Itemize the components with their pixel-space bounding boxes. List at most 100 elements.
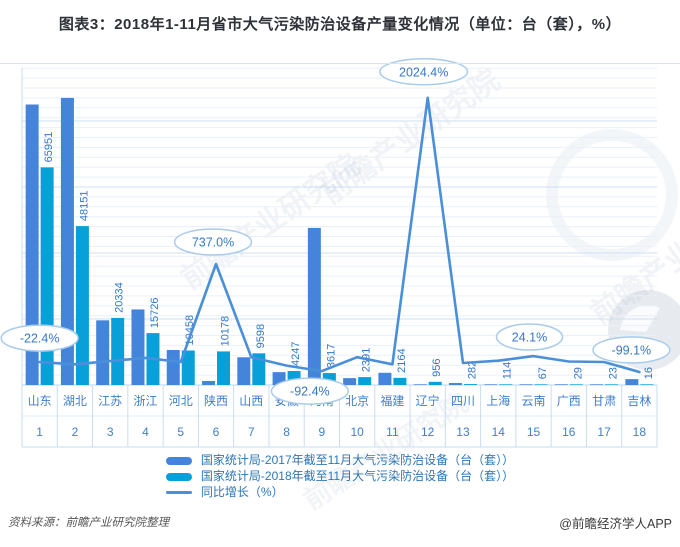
x-axis-cell-label: 广西 bbox=[557, 394, 581, 408]
x-axis-index-label: 17 bbox=[597, 425, 611, 439]
bar-2018 bbox=[217, 351, 231, 385]
x-axis-index-label: 6 bbox=[213, 425, 220, 439]
x-axis-cell-label: 江苏 bbox=[98, 394, 122, 408]
bar-value-label: 282 bbox=[466, 361, 478, 379]
bar-value-label: 20334 bbox=[114, 282, 126, 313]
chart-legend: 国家统计局-2017年截至11月大气污染防治设备（台（套）） 国家统计局-2018… bbox=[0, 454, 680, 499]
annotation-bubble bbox=[379, 58, 469, 86]
x-axis-cell-label: 浙江 bbox=[133, 394, 157, 408]
annotation-bubble bbox=[173, 228, 253, 256]
x-axis-index-label: 2 bbox=[72, 425, 79, 439]
x-axis-index-label: 10 bbox=[350, 425, 364, 439]
x-axis-cell-label: 吉林 bbox=[627, 394, 651, 408]
bar-2017 bbox=[237, 357, 251, 385]
x-axis-cell-label: 福建 bbox=[380, 393, 404, 408]
bar-2017 bbox=[413, 384, 427, 385]
bar-value-label: 15726 bbox=[149, 298, 161, 329]
bar-2017 bbox=[484, 384, 498, 385]
bar-2017 bbox=[60, 97, 74, 386]
bar-2017 bbox=[202, 380, 216, 385]
bar-2018 bbox=[252, 353, 266, 385]
title-divider bbox=[0, 63, 680, 64]
x-axis-cell-label: 云南 bbox=[522, 393, 546, 408]
legend-swatch-line bbox=[165, 491, 192, 494]
bar-2017 bbox=[625, 379, 639, 385]
legend-item: 国家统计局-2018年截至11月大气污染防治设备（台（套）） bbox=[165, 470, 514, 483]
bar-2017 bbox=[166, 350, 180, 385]
bar-value-label: 956 bbox=[431, 358, 443, 376]
x-axis-cell-label: 上海 bbox=[486, 393, 510, 408]
x-axis-index-label: 13 bbox=[456, 425, 470, 439]
bar-2017 bbox=[307, 227, 321, 385]
x-axis-cell-label: 四川 bbox=[451, 394, 475, 408]
bar-2017 bbox=[25, 104, 39, 385]
x-axis-index-label: 9 bbox=[319, 425, 326, 439]
bar-2018 bbox=[463, 384, 477, 385]
bar-2017 bbox=[96, 320, 110, 385]
legend-label: 国家统计局-2017年截至11月大气污染防治设备（台（套）） bbox=[200, 453, 515, 467]
bar-2018 bbox=[322, 373, 336, 385]
x-axis-index-label: 16 bbox=[562, 425, 576, 439]
x-axis-index-label: 12 bbox=[421, 425, 435, 439]
credit-handle: @前瞻经济学人APP bbox=[559, 517, 672, 531]
x-axis-cell-label: 北京 bbox=[345, 394, 369, 408]
bar-value-label: 114 bbox=[502, 362, 514, 380]
annotation-bubble bbox=[592, 336, 671, 364]
source-note: 资料来源：前瞻产业研究院整理 bbox=[8, 517, 169, 529]
annotation-text: 24.1% bbox=[512, 331, 547, 345]
annotation-text: -22.4% bbox=[20, 332, 60, 346]
bar-value-label: 23 bbox=[608, 367, 620, 379]
bar-value-label: 67 bbox=[537, 367, 549, 379]
x-axis-cell-label: 山西 bbox=[239, 394, 263, 408]
bar-2018 bbox=[569, 384, 583, 385]
bar-value-label: 65951 bbox=[43, 132, 55, 163]
x-axis-cell-label: 湖北 bbox=[63, 393, 87, 408]
x-axis-index-label: 5 bbox=[177, 425, 184, 439]
annotation-bubble bbox=[495, 323, 564, 351]
legend-label: 同比增长（%） bbox=[200, 485, 284, 499]
bar-2018 bbox=[605, 384, 619, 385]
bar-2017 bbox=[131, 309, 145, 385]
bar-2017 bbox=[343, 378, 357, 385]
legend-swatch-bar bbox=[165, 472, 192, 481]
bar-value-label: 48151 bbox=[78, 191, 90, 222]
bar-value-label: 2164 bbox=[396, 348, 408, 372]
legend-items: 国家统计局-2017年截至11月大气污染防治设备（台（套）） 国家统计局-2018… bbox=[165, 453, 515, 499]
legend-item: 同比增长（%） bbox=[165, 485, 514, 499]
bar-2018 bbox=[534, 384, 548, 385]
bar-2017 bbox=[378, 372, 392, 385]
annotation-bubble bbox=[270, 377, 350, 405]
bar-value-label: 29 bbox=[572, 367, 584, 379]
legend-item: 国家统计局-2017年截至11月大气污染防治设备（台（套）） bbox=[165, 453, 515, 467]
bar-2018 bbox=[181, 350, 195, 385]
bar-2018 bbox=[111, 317, 125, 385]
bar-2017 bbox=[448, 383, 462, 385]
x-axis-index-label: 4 bbox=[142, 425, 149, 439]
bar-2018 bbox=[499, 384, 513, 385]
bar-value-label: 10458 bbox=[184, 315, 196, 346]
x-axis-index-label: 15 bbox=[527, 425, 541, 439]
x-axis-cell-label: 陕西 bbox=[204, 393, 228, 408]
legend-swatch-bar bbox=[165, 456, 192, 465]
x-axis-index-label: 3 bbox=[107, 425, 114, 439]
growth-line bbox=[38, 96, 641, 374]
bar-2017 bbox=[554, 384, 568, 385]
x-axis-index-label: 11 bbox=[386, 425, 399, 439]
bar-value-label: 9598 bbox=[255, 324, 267, 348]
x-axis-cell-label: 辽宁 bbox=[416, 393, 440, 408]
bar-2017 bbox=[519, 384, 533, 385]
annotation-bubble bbox=[0, 324, 79, 352]
watermark-ring bbox=[546, 129, 678, 261]
chart-title: 图表3：2018年1-11月省市大气污染防治设备产量变化情况（单位：台（套），%… bbox=[58, 16, 622, 33]
bar-2018 bbox=[428, 381, 442, 385]
bar-2018 bbox=[358, 377, 372, 385]
bar-value-label: 3617 bbox=[325, 344, 337, 368]
annotation-text: -99.1% bbox=[612, 343, 652, 357]
x-axis-cell-label: 河北 bbox=[169, 394, 193, 408]
x-axis-cell-label: 甘肃 bbox=[592, 394, 616, 408]
bar-2018 bbox=[640, 384, 654, 385]
x-axis-cell-label: 山东 bbox=[28, 394, 52, 408]
bar-value-label: 4247 bbox=[290, 342, 302, 366]
bar-value-label: 10178 bbox=[220, 316, 232, 347]
